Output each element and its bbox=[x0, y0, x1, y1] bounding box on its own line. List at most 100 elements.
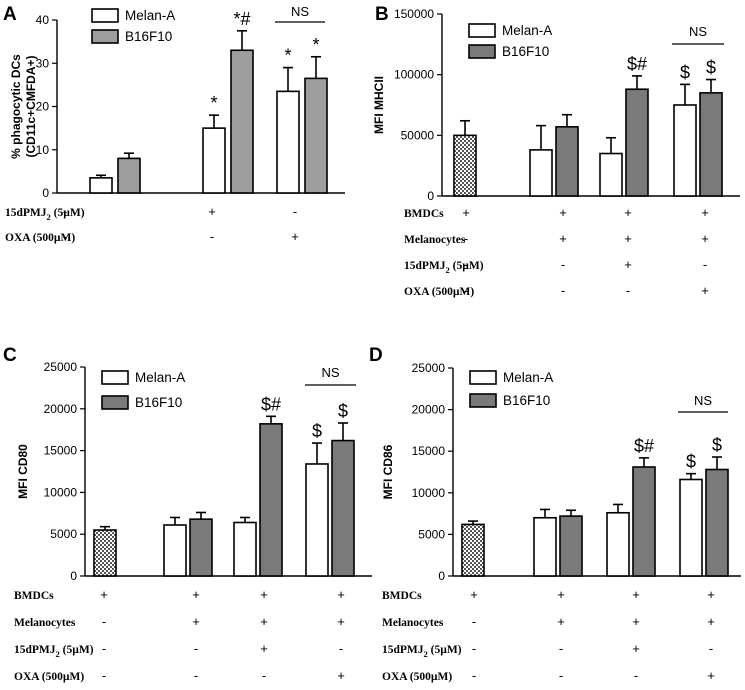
condition-sign: - bbox=[464, 283, 468, 298]
condition-sign: + bbox=[701, 231, 709, 246]
condition-sign: - bbox=[559, 641, 563, 656]
condition-label-main: 15dPMJ bbox=[5, 207, 47, 219]
y-axis-label: (CD11c+CMFDA+) bbox=[24, 55, 38, 157]
y-tick-label: 20000 bbox=[44, 402, 78, 416]
y-tick-label: 25000 bbox=[44, 360, 78, 374]
legend-entry: Melan-A bbox=[125, 8, 175, 23]
condition-sign: - bbox=[293, 204, 297, 219]
condition-label: 15dPMJ2 (5µM) bbox=[14, 644, 94, 659]
condition-sign: + bbox=[624, 205, 632, 220]
y-tick-label: 25000 bbox=[412, 361, 446, 375]
bar bbox=[276, 90, 300, 194]
condition-sign: + bbox=[707, 614, 715, 629]
condition-label-main: Melanocytes bbox=[14, 617, 76, 629]
condition-sign: - bbox=[559, 668, 563, 683]
condition-label-subscript: 2 bbox=[56, 649, 60, 659]
condition-sign: - bbox=[709, 641, 713, 656]
condition-sign: + bbox=[337, 587, 345, 602]
condition-sign: + bbox=[291, 229, 299, 244]
y-tick-label: 0 bbox=[70, 569, 77, 583]
condition-label-main: Melanocytes bbox=[382, 617, 444, 629]
condition-sign: + bbox=[208, 204, 216, 219]
y-tick-label: 10000 bbox=[44, 485, 78, 499]
bar bbox=[555, 126, 579, 197]
condition-label: Melanocytes bbox=[382, 617, 444, 629]
legend-entry: Melan-A bbox=[503, 370, 553, 385]
bar bbox=[259, 423, 283, 577]
bar bbox=[189, 518, 213, 577]
bar bbox=[89, 177, 113, 194]
condition-sign: + bbox=[707, 587, 715, 602]
significance-label: $ bbox=[712, 435, 722, 455]
condition-sign: - bbox=[626, 283, 630, 298]
y-tick-label: 50000 bbox=[401, 128, 435, 142]
bar bbox=[305, 463, 329, 577]
condition-sign: + bbox=[624, 257, 632, 272]
condition-sign: + bbox=[559, 205, 567, 220]
condition-sign: - bbox=[703, 257, 707, 272]
condition-label: Melanocytes bbox=[404, 234, 466, 246]
condition-sign: + bbox=[701, 205, 709, 220]
legend-swatch bbox=[468, 44, 496, 59]
condition-sign: + bbox=[632, 641, 640, 656]
bar bbox=[625, 88, 649, 197]
significance-label: $# bbox=[261, 394, 281, 414]
condition-label: OXA (500µM) bbox=[14, 671, 84, 683]
condition-sign: + bbox=[337, 614, 345, 629]
condition-label-main: BMDCs bbox=[14, 590, 54, 602]
condition-sign: + bbox=[192, 614, 200, 629]
condition-sign: - bbox=[472, 668, 476, 683]
bar bbox=[304, 77, 328, 194]
condition-sign: - bbox=[561, 257, 565, 272]
condition-label-main: 15dPMJ bbox=[14, 644, 56, 656]
significance-label: $ bbox=[686, 452, 696, 472]
bar bbox=[163, 524, 187, 577]
condition-sign: - bbox=[210, 229, 214, 244]
condition-label: OXA (500µM) bbox=[404, 286, 474, 298]
condition-sign: - bbox=[464, 257, 468, 272]
condition-sign: - bbox=[634, 668, 638, 683]
y-tick-label: 100000 bbox=[394, 68, 434, 82]
bar bbox=[93, 529, 117, 577]
condition-label-suffix: (5µM) bbox=[428, 644, 462, 656]
y-tick-label: 10000 bbox=[412, 486, 446, 500]
condition-label: OXA (500µM) bbox=[382, 671, 452, 683]
condition-sign: + bbox=[632, 614, 640, 629]
y-axis-label: MFI CD86 bbox=[381, 444, 395, 499]
condition-sign: - bbox=[194, 668, 198, 683]
bar bbox=[599, 152, 623, 197]
y-tick-label: 5000 bbox=[50, 527, 77, 541]
condition-sign: - bbox=[339, 641, 343, 656]
ns-label: NS bbox=[321, 365, 339, 380]
panel-letter: D bbox=[369, 345, 383, 366]
condition-sign: + bbox=[260, 587, 268, 602]
y-axis-label: MFI MHCII bbox=[372, 76, 386, 134]
condition-label-main: OXA (500µM) bbox=[404, 286, 474, 298]
y-tick-label: 15000 bbox=[412, 444, 446, 458]
legend-entry: B16F10 bbox=[135, 395, 182, 410]
significance-label: $ bbox=[680, 62, 690, 82]
condition-sign: + bbox=[557, 587, 565, 602]
y-tick-label: 0 bbox=[438, 569, 445, 583]
condition-sign: - bbox=[194, 641, 198, 656]
bar bbox=[461, 523, 485, 577]
bar bbox=[331, 439, 355, 577]
y-tick-label: 150000 bbox=[394, 7, 434, 21]
y-tick-label: 20000 bbox=[412, 403, 446, 417]
condition-sign: + bbox=[260, 614, 268, 629]
significance-label: $# bbox=[634, 436, 654, 456]
bar bbox=[202, 127, 226, 194]
legend-entry: B16F10 bbox=[502, 44, 549, 59]
legend-swatch bbox=[469, 393, 497, 408]
condition-label-main: 15dPMJ bbox=[382, 644, 424, 656]
condition-label-main: BMDCs bbox=[382, 590, 422, 602]
condition-label-main: OXA (500µM) bbox=[14, 671, 84, 683]
condition-sign: - bbox=[63, 229, 67, 244]
condition-sign: - bbox=[472, 614, 476, 629]
bar bbox=[679, 478, 703, 577]
ns-label: NS bbox=[291, 4, 309, 19]
condition-label: BMDCs bbox=[382, 590, 422, 602]
significance-label: $ bbox=[706, 58, 716, 78]
condition-label-suffix: (5µM) bbox=[51, 207, 85, 219]
legend-swatch bbox=[101, 370, 129, 385]
